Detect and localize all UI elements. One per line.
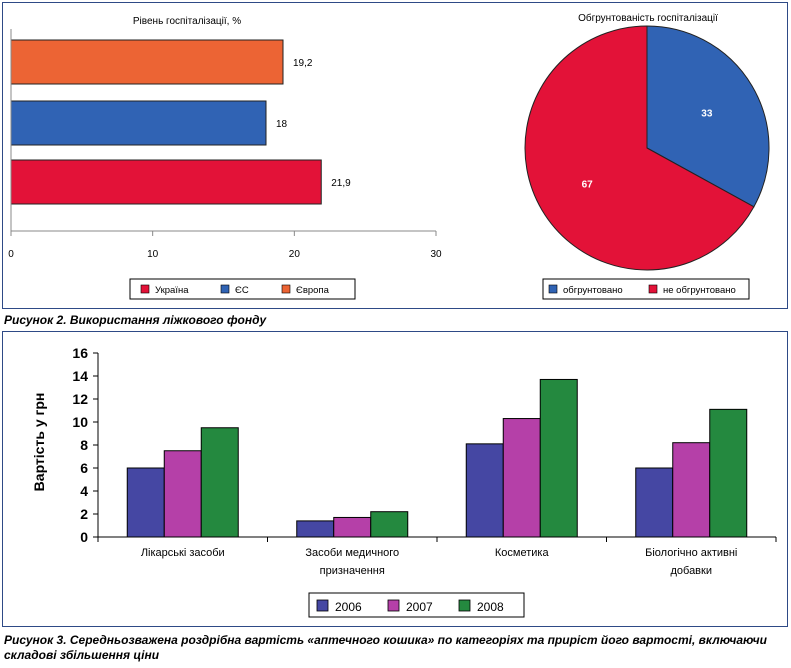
hbar-value-label: 18 [276,119,288,130]
hbar-x-tick-label: 20 [289,249,301,260]
pie-legend-box [542,278,750,300]
column-bar [709,408,748,538]
hbar-legend-label: Європа [296,285,330,296]
column-bar [333,516,372,538]
hbar-x-tick-label: 30 [430,249,442,260]
column-legend-box [308,592,525,618]
column-bar [126,467,165,538]
column-chart-ylabel: Вартість у грн [31,393,47,492]
column-bar [502,418,541,538]
column-category-label: призначення [320,565,385,577]
column-category-label: добавки [670,565,712,577]
column-bar [635,467,674,538]
pie-slice [524,25,755,271]
column-bar [465,443,504,538]
column-bar [370,511,409,538]
column-legend-label: 2008 [477,600,504,614]
figure-2-charts: Рівень госпіталізації, % 19,2 18 21,9 0 10 2… [8,12,770,300]
column-y-tick-label: 10 [72,414,88,430]
column-y-tick-label: 14 [72,368,88,384]
figure-3-chart: Вартість у грн 0 2 4 6 8 10 12 14 16 Лікарські за… [31,345,777,618]
pie-legend-swatch [548,284,558,294]
column-legend-swatch [458,599,471,612]
column-y-tick-label: 4 [80,483,88,499]
hbar-legend-label: Україна [155,285,189,296]
column-legend-swatch [387,599,400,612]
pie-legend-label: не обгрунтовано [663,285,736,296]
column-bar [672,442,711,538]
figure-3-panel: Вартість у грн 0 2 4 6 8 10 12 14 16 Лікарські за… [2,331,788,627]
column-category-label: Лікарські засоби [141,547,225,559]
column-y-tick-label: 12 [72,391,88,407]
hbar-value-label: 21,9 [331,178,351,189]
hbar-bar [10,39,284,85]
column-bar [296,520,335,538]
hbar-bar [10,159,322,205]
column-bar [200,427,239,538]
hbar-legend-swatch [281,284,291,294]
hbar-legend-box [129,278,356,300]
column-category-label: Косметика [495,547,550,559]
pie-chart-title: Обгрунтованість госпіталізації [578,12,718,24]
hbar-value-label: 19,2 [293,58,313,69]
column-y-tick-label: 2 [80,506,88,522]
figure-2-caption: Рисунок 2. Використання ліжкового фонду [4,313,267,327]
figure-3-caption: Рисунок 3. Середньозважена роздрібна вар… [4,633,767,662]
pie-value-label: 33 [701,109,713,120]
column-y-tick-label: 0 [80,529,88,545]
column-legend-label: 2006 [335,600,362,614]
hbar-legend-swatch [220,284,230,294]
pie-value-label: 67 [582,179,594,190]
hbar-chart-title: Рівень госпіталізації, % [133,16,241,27]
column-bar [539,378,578,538]
pie-legend-label: обгрунтовано [563,285,623,296]
hbar-legend-label: ЄС [235,285,249,296]
column-legend-swatch [316,599,329,612]
pie-slice [646,25,770,208]
hbar-x-tick-label: 10 [147,249,159,260]
column-y-tick-label: 8 [80,437,88,453]
column-category-label: Засоби медичного [305,547,399,559]
hbar-bar [10,100,267,146]
column-legend-label: 2007 [406,600,433,614]
hbar-x-tick-label: 0 [8,249,14,260]
column-y-tick-label: 6 [80,460,88,476]
column-bar [163,450,202,538]
column-y-tick-label: 16 [72,345,88,361]
column-category-label: Біологічно активні [645,547,737,559]
hbar-legend-swatch [140,284,150,294]
pie-legend-swatch [648,284,658,294]
figure-2-panel: Рівень госпіталізації, % 19,2 18 21,9 0 10 2… [2,2,788,309]
